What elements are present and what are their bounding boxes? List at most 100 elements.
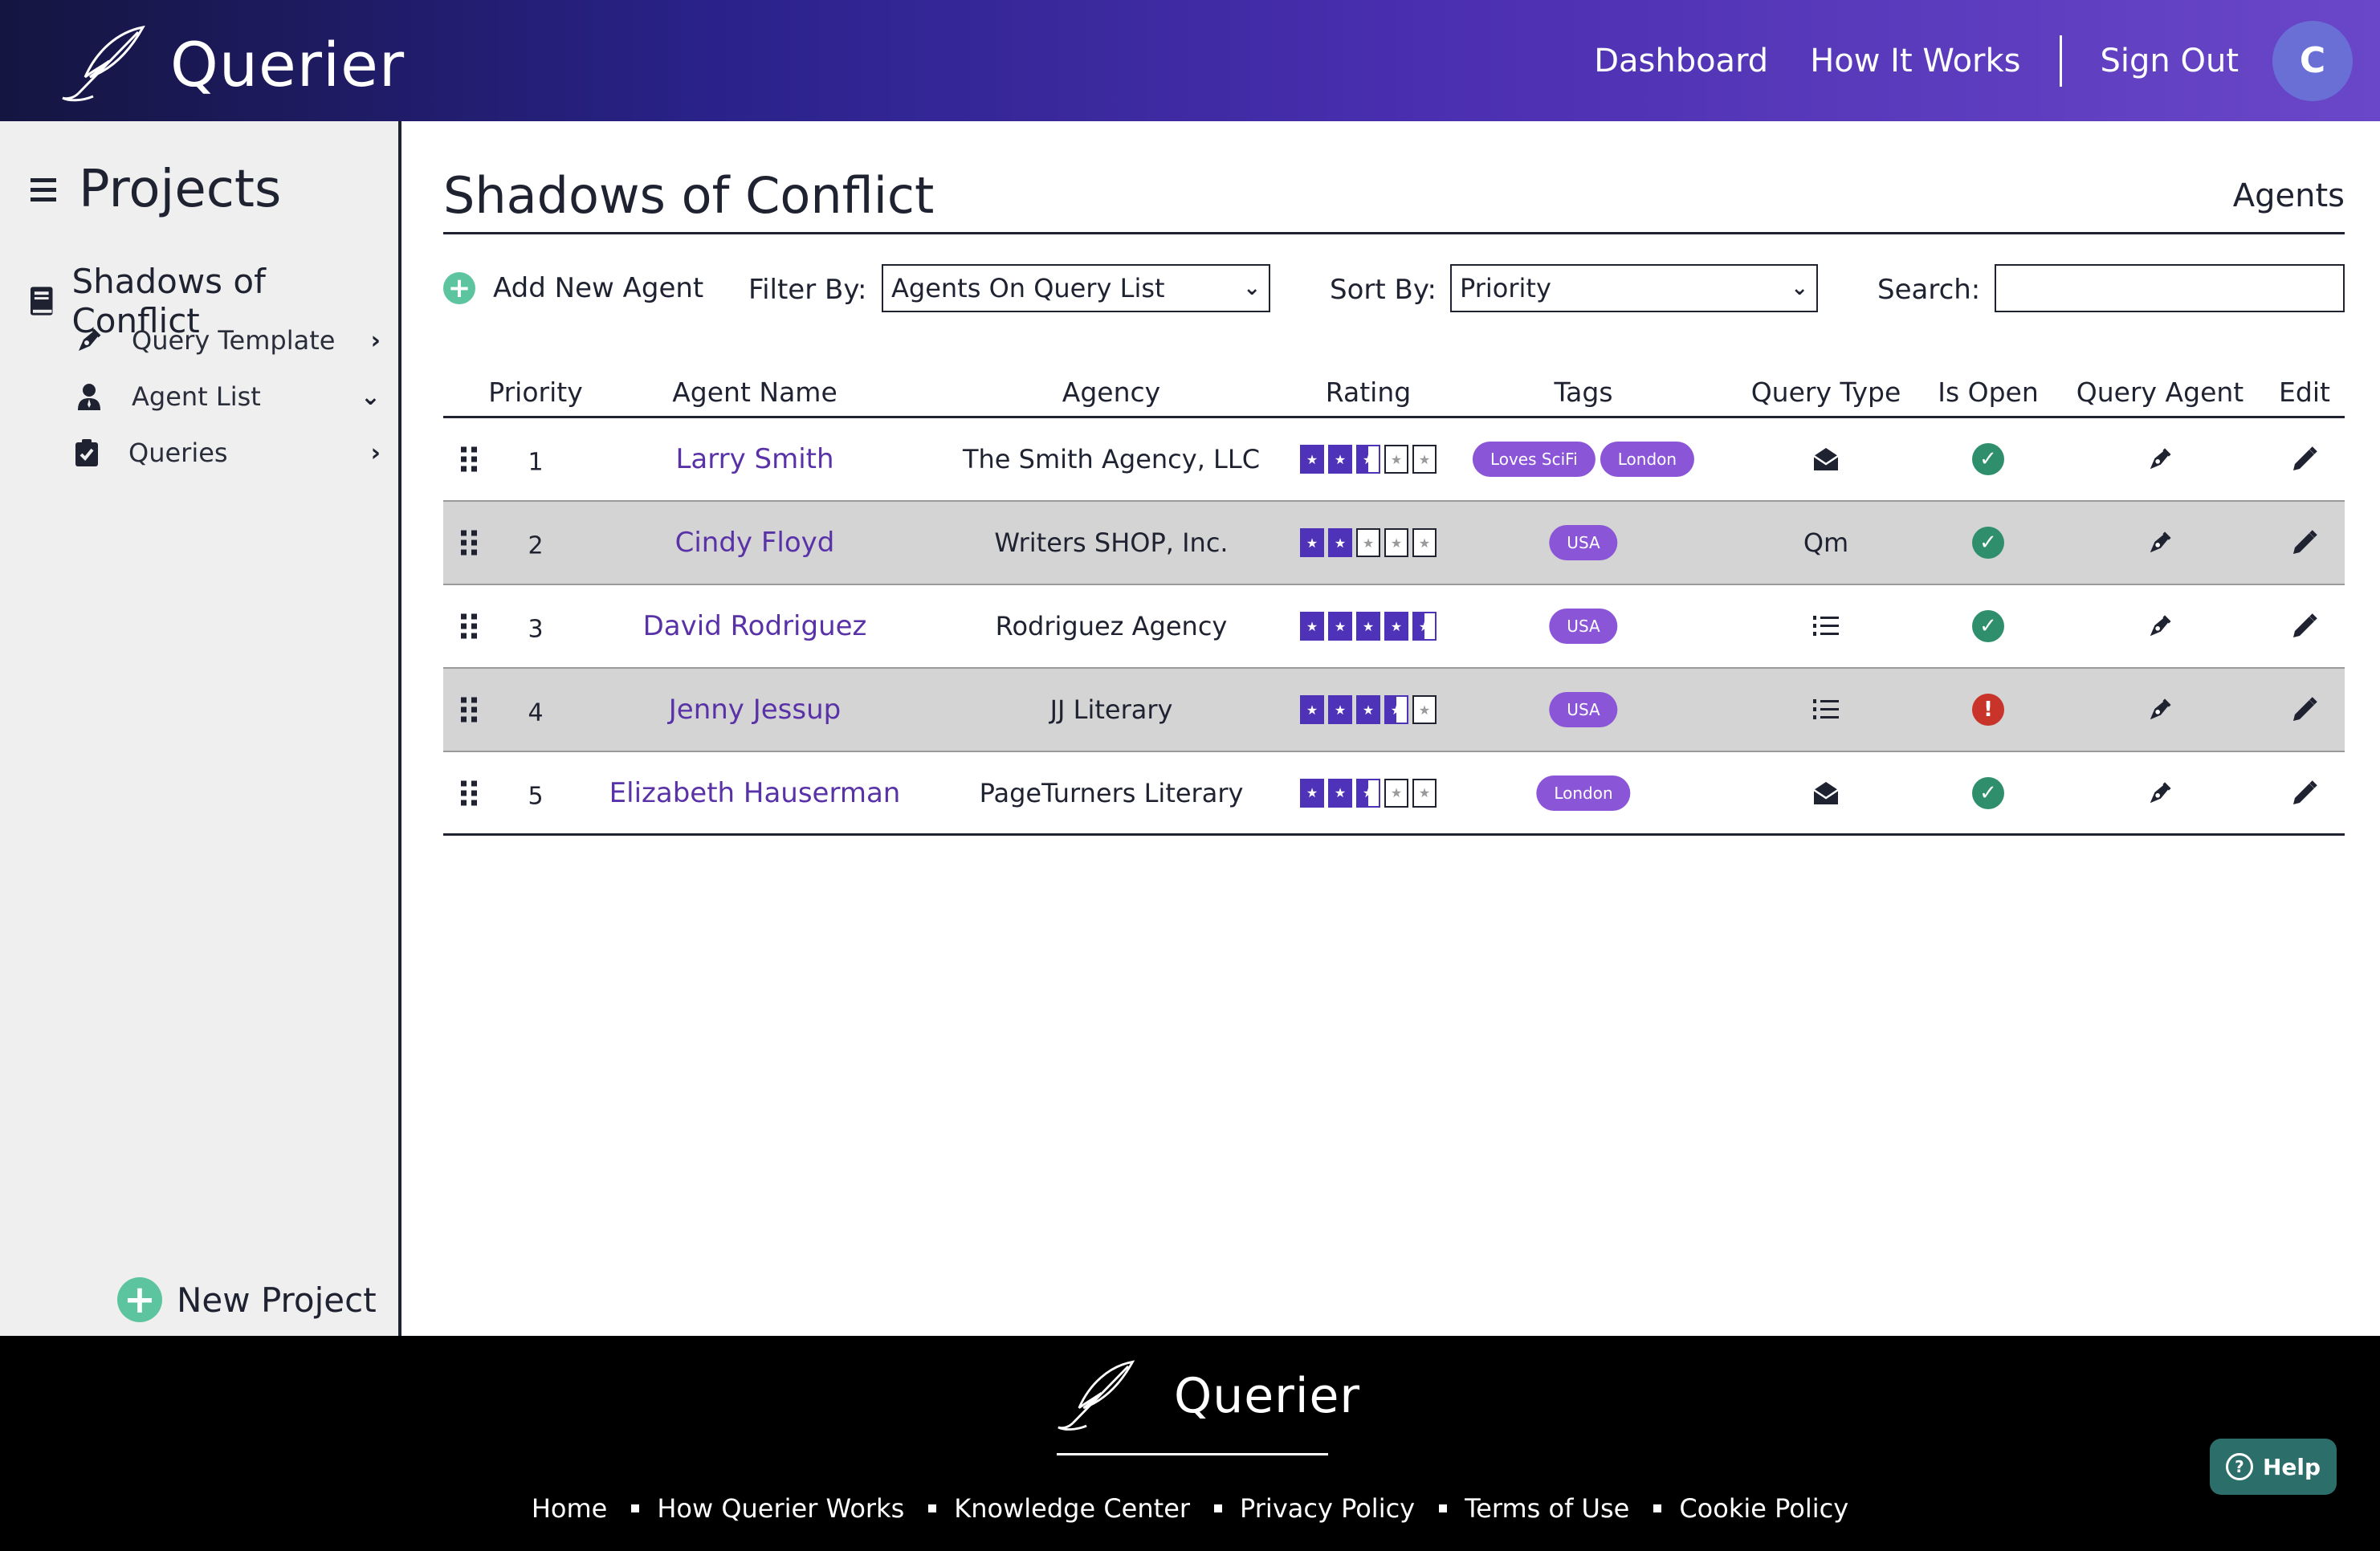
chevron-right-icon[interactable]: › [370,438,381,467]
star-icon: ★ [1328,778,1352,808]
tag-badge[interactable]: London [1600,442,1695,477]
agent-name-link[interactable]: Cindy Floyd [674,527,835,559]
filter-select[interactable]: Agents On Query List ⌄ [882,264,1270,312]
priority-value: 5 [528,782,544,810]
table-row[interactable]: 4 Jenny Jessup JJ Literary ★ ★ ★ ★ ★ USA! [443,669,2345,752]
footer-logo[interactable]: Querier [1057,1358,1360,1434]
page-title: Shadows of Conflict [443,166,935,225]
agent-name-link[interactable]: Jenny Jessup [668,694,842,726]
footer-link-home[interactable]: Home [531,1493,608,1524]
agent-name-link[interactable]: David Rodriguez [642,610,867,642]
sidebar-item-agent-list[interactable]: Agent List ⌄ [75,381,381,412]
star-icon: ★ [1384,778,1408,808]
user-avatar[interactable]: C [2272,20,2353,101]
nav-sign-out[interactable]: Sign Out [2100,42,2239,79]
quill-logo-icon [1058,1360,1135,1431]
edit-button[interactable] [2290,612,2319,641]
query-agent-button[interactable] [2147,613,2173,639]
query-type-cell [1811,697,1840,723]
edit-button[interactable] [2290,695,2319,724]
query-type-cell [1812,446,1840,472]
query-agent-button[interactable] [2147,530,2173,556]
rating-stars: ★ ★ ★ ★ ★ [1300,695,1437,724]
footer-link-how-querier-works[interactable]: How Querier Works [657,1493,905,1524]
page-section-label: Agents [2232,177,2345,214]
agent-name-link[interactable]: Elizabeth Hauserman [609,776,901,809]
tag-badge[interactable]: USA [1549,525,1618,560]
edit-button[interactable] [2290,445,2319,474]
edit-button[interactable] [2290,779,2319,808]
drag-handle-icon[interactable] [461,780,477,805]
column-header-rating[interactable]: Rating [1325,377,1412,408]
priority-value: 3 [528,615,544,644]
add-new-agent-button[interactable]: + Add New Agent [443,272,703,304]
help-button[interactable]: ? Help [2210,1439,2337,1495]
sidebar-item-queries[interactable]: Queries › [75,438,381,468]
app-logo[interactable]: Querier [61,24,405,104]
footer-link-knowledge-center[interactable]: Knowledge Center [954,1493,1191,1524]
tag-badge[interactable]: USA [1549,609,1618,644]
star-icon: ★ [1412,612,1437,641]
rating-stars: ★ ★ ★ ★ ★ [1300,445,1437,474]
drag-handle-icon[interactable] [461,530,477,556]
link-separator [1653,1504,1662,1512]
footer-app-name: Querier [1174,1368,1361,1424]
column-header-agent-name[interactable]: Agent Name [672,377,837,408]
tag-badge[interactable]: London [1536,775,1631,811]
column-header-tags[interactable]: Tags [1554,377,1613,408]
query-agent-button[interactable] [2147,446,2173,472]
drag-handle-icon[interactable] [461,446,477,472]
drag-handle-icon[interactable] [461,697,477,723]
query-agent-button[interactable] [2147,697,2173,723]
table-row[interactable]: 2 Cindy Floyd Writers SHOP, Inc. ★ ★ ★ ★ ★ USA Qm… [443,502,2345,585]
sidebar-item-query-template[interactable]: Query Template › [75,325,381,356]
sidebar-header: Projects [31,160,281,219]
column-header-is-open[interactable]: Is Open [1938,377,2039,408]
star-icon: ★ [1300,528,1324,557]
star-icon: ★ [1412,695,1437,724]
sort-select[interactable]: Priority ⌄ [1450,264,1818,312]
new-project-button[interactable]: + New Project [117,1277,377,1322]
nav-divider [2059,35,2062,87]
nav-how-it-works[interactable]: How It Works [1810,42,2021,79]
is-open-status: ! [1972,694,2004,726]
nav-dashboard[interactable]: Dashboard [1594,42,1769,79]
sidebar-item-label: Agent List [132,381,261,412]
agency-value: Rodriguez Agency [995,611,1228,641]
table-row[interactable]: 5 Elizabeth Hauserman PageTurners Literary… [443,752,2345,836]
pen-nib-icon [2150,615,2171,637]
footer-link-cookie-policy[interactable]: Cookie Policy [1679,1493,1849,1524]
footer-link-terms-of-use[interactable]: Terms of Use [1465,1493,1630,1524]
drag-handle-icon[interactable] [461,613,477,639]
star-icon: ★ [1356,612,1380,641]
tags-cell: USA [1549,525,1618,560]
chevron-down-icon[interactable]: ⌄ [360,382,381,411]
star-icon: ★ [1328,445,1352,474]
column-header-query-type[interactable]: Query Type [1750,377,1901,408]
column-header-edit[interactable]: Edit [2279,377,2330,408]
footer-link-privacy-policy[interactable]: Privacy Policy [1240,1493,1416,1524]
menu-icon[interactable] [31,177,56,202]
table-row[interactable]: 1 Larry Smith The Smith Agency, LLC ★ ★ ★ ★ ★ Lo… [443,418,2345,502]
chevron-right-icon[interactable]: › [370,326,381,355]
pencil-icon [2293,446,2317,470]
column-header-agency[interactable]: Agency [1062,377,1161,408]
chevron-down-icon: ⌄ [1791,276,1808,300]
agent-name-link[interactable]: Larry Smith [675,443,834,475]
edit-button[interactable] [2290,528,2319,557]
tag-badge[interactable]: Loves SciFi [1472,442,1595,477]
footer-divider [1057,1453,1328,1455]
help-label: Help [2262,1453,2321,1480]
link-separator [1214,1504,1223,1512]
tag-badge[interactable]: USA [1549,692,1618,727]
app-name: Querier [170,28,405,100]
column-header-priority[interactable]: Priority [488,377,583,408]
search-input[interactable] [1995,264,2345,312]
query-agent-button[interactable] [2147,780,2173,806]
book-icon [31,287,53,315]
table-row[interactable]: 3 David Rodriguez Rodriguez Agency ★ ★ ★ ★ ★ USA… [443,585,2345,669]
tags-cell: USA [1549,692,1618,727]
check-circle-icon: ✓ [1972,443,2004,475]
column-header-query-agent[interactable]: Query Agent [2076,377,2244,408]
sidebar-item-label: Queries [128,438,228,468]
